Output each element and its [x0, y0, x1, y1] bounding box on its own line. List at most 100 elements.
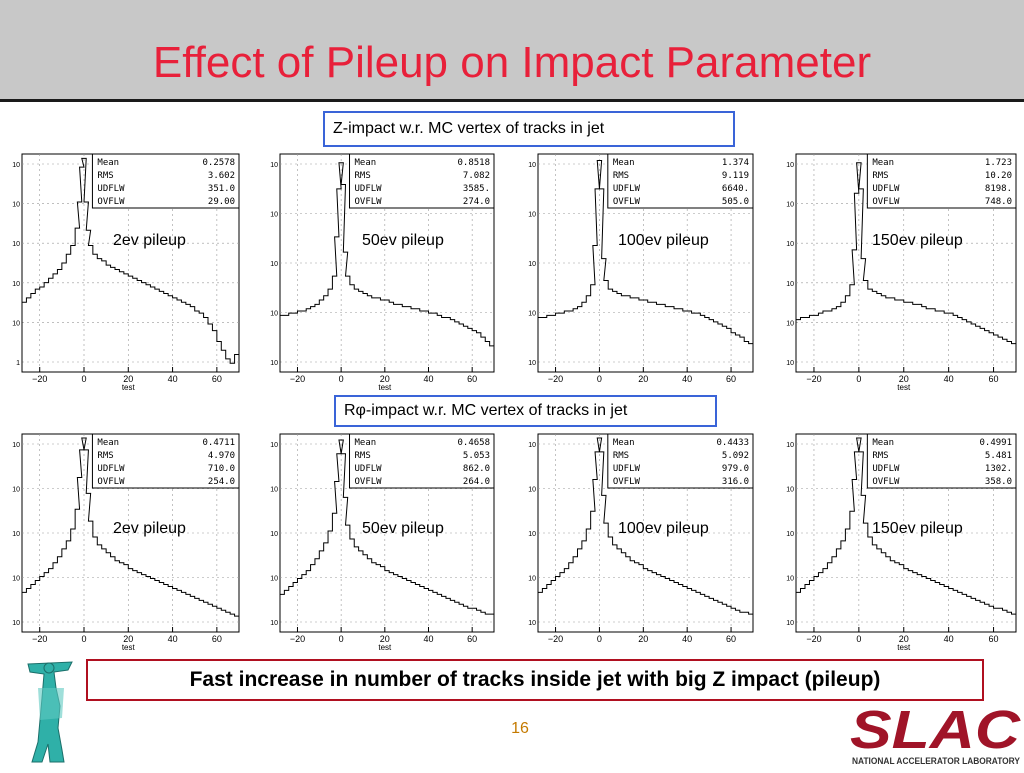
- histogram-series: [21, 437, 239, 632]
- stats-key: Mean: [613, 158, 635, 168]
- stats-value: 0.8518: [457, 158, 490, 168]
- y-tick-label: 10: [12, 202, 20, 209]
- stats-value: 1.374: [722, 158, 749, 168]
- stats-value: 979.0: [722, 464, 749, 474]
- histogram-series: [537, 437, 753, 632]
- slac-logo-text: SLAC: [850, 700, 1021, 760]
- stats-value: 8198.: [985, 184, 1012, 194]
- y-tick-label: 10: [270, 487, 278, 494]
- x-tick-label: 0: [856, 374, 861, 384]
- y-tick-label: 10: [786, 487, 794, 494]
- y-tick-label: 10: [12, 162, 20, 169]
- x-tick-label: 0: [81, 374, 86, 384]
- stats-key: OVFLW: [97, 477, 125, 487]
- histogram-svg: 10 10 10 10 10 1 −20 0 20 40 60 test Mean 0.2578 RMS 3.…: [12, 153, 240, 392]
- histogram-svg: 10 10 10 10 10 −20 0 20 40 60 test Mean 0.4658 RMS 5.0…: [270, 433, 495, 652]
- x-tick-label: 60: [212, 374, 222, 384]
- x-tick-label: 20: [899, 634, 909, 644]
- x-tick-label: 40: [682, 374, 692, 384]
- y-tick-label: 10: [528, 311, 536, 318]
- x-tick-label: 40: [168, 634, 178, 644]
- stats-value: 710.0: [208, 464, 235, 474]
- y-tick-label: 10: [12, 487, 20, 494]
- stats-box: [607, 153, 754, 209]
- stats-key: UDFLW: [97, 464, 125, 474]
- y-tick-label: 10: [786, 281, 794, 288]
- stats-key: RMS: [355, 451, 371, 461]
- stats-value: 1.723: [985, 158, 1012, 168]
- y-tick-label: 10: [528, 531, 536, 538]
- y-tick-label: 10: [270, 162, 278, 169]
- y-tick-label: 10: [12, 531, 20, 538]
- stats-value: 264.0: [463, 477, 490, 487]
- y-tick-label: 10: [270, 360, 278, 367]
- stats-value: 4.970: [208, 451, 235, 461]
- histogram-series: [795, 162, 1016, 372]
- y-tick-label: 10: [786, 442, 794, 449]
- y-tick-label: 10: [12, 576, 20, 583]
- y-tick-label: 10: [786, 531, 794, 538]
- y-tick-label: 10: [12, 320, 20, 327]
- stats-value: 862.0: [463, 464, 490, 474]
- stats-value: 351.0: [208, 184, 235, 194]
- stats-box: [866, 433, 1017, 489]
- stats-value: 505.0: [722, 197, 749, 207]
- pileup-label: 150ev pileup: [872, 520, 963, 537]
- pileup-label: 100ev pileup: [618, 520, 709, 537]
- histogram-svg: 10 10 10 10 10 −20 0 20 40 60 test Mean 0.8518 RMS 7.0…: [270, 153, 495, 392]
- histogram-rphi-100ev: 10 10 10 10 10 −20 0 20 40 60 Mean 0.4433 RMS 5.092 UD…: [524, 432, 757, 654]
- histogram-series: [537, 160, 753, 372]
- stats-box: [349, 153, 495, 209]
- stats-key: Mean: [355, 438, 377, 448]
- y-tick-label: 10: [270, 212, 278, 219]
- x-tick-label: 20: [899, 374, 909, 384]
- stats-key: RMS: [355, 171, 371, 181]
- y-tick-label: 10: [528, 360, 536, 367]
- x-tick-label: 40: [682, 634, 692, 644]
- y-tick-label: 10: [270, 311, 278, 318]
- y-tick-label: 10: [270, 261, 278, 268]
- x-tick-label: 0: [597, 634, 602, 644]
- y-tick-label: 10: [270, 620, 278, 627]
- x-tick-label: 60: [467, 634, 477, 644]
- stats-key: Mean: [355, 158, 377, 168]
- stats-box: [349, 433, 495, 489]
- histogram-series: [795, 437, 1016, 632]
- y-tick-label: 10: [528, 442, 536, 449]
- stats-value: 5.092: [722, 451, 749, 461]
- stats-value: 0.4711: [202, 438, 235, 448]
- y-tick-label: 1: [16, 360, 20, 367]
- histogram-z-100ev: 10 10 10 10 10 −20 0 20 40 60 Mean 1.374 RMS 9.119 UDF…: [524, 152, 757, 394]
- stats-key: OVFLW: [97, 197, 125, 207]
- histogram-svg: 10 10 10 10 10 −20 0 20 40 60 test Mean 0.4711 RMS 4.9…: [12, 433, 240, 652]
- y-tick-label: 10: [12, 281, 20, 288]
- x-tick-label: −20: [290, 374, 305, 384]
- stats-value: 358.0: [985, 477, 1012, 487]
- x-tick-label: 0: [856, 634, 861, 644]
- stats-key: Mean: [97, 438, 119, 448]
- caption-rphi-impact: Rφ-impact w.r. MC vertex of tracks in je…: [334, 395, 717, 427]
- y-tick-label: 10: [528, 162, 536, 169]
- stats-key: RMS: [613, 171, 629, 181]
- y-tick-label: 10: [528, 487, 536, 494]
- x-tick-label: 60: [212, 634, 222, 644]
- stats-key: UDFLW: [613, 464, 641, 474]
- stats-value: 5.481: [985, 451, 1012, 461]
- x-tick-label: 60: [467, 374, 477, 384]
- x-axis-label: test: [378, 643, 392, 652]
- pileup-label: 2ev pileup: [113, 232, 186, 249]
- stats-key: OVFLW: [355, 197, 383, 207]
- y-tick-label: 10: [786, 162, 794, 169]
- caption-z-impact: Z-impact w.r. MC vertex of tracks in jet: [323, 111, 735, 147]
- histogram-series: [279, 162, 494, 372]
- y-tick-label: 10: [12, 620, 20, 627]
- stats-value: 274.0: [463, 197, 490, 207]
- stats-key: RMS: [872, 451, 888, 461]
- stats-key: OVFLW: [872, 477, 900, 487]
- x-axis-label: test: [122, 643, 136, 652]
- x-tick-label: 20: [638, 374, 648, 384]
- stats-value: 254.0: [208, 477, 235, 487]
- x-axis-label: test: [897, 383, 911, 392]
- stats-value: 7.082: [463, 171, 490, 181]
- y-tick-label: 10: [528, 576, 536, 583]
